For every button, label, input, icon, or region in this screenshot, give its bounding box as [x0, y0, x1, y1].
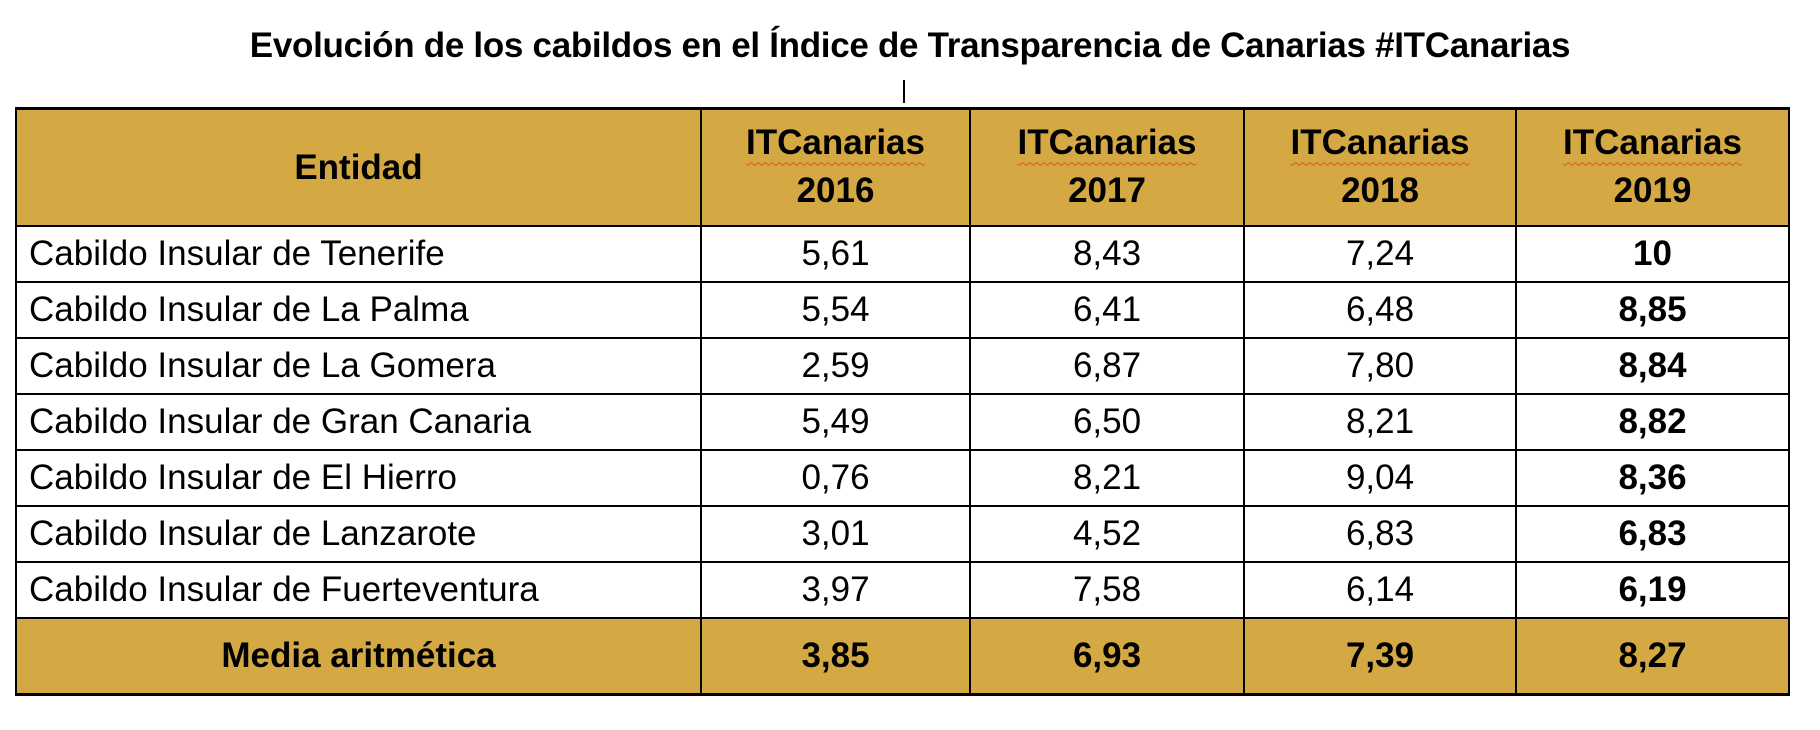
- header-label: ITCanarias: [1563, 122, 1742, 162]
- value-2018: 7,80: [1243, 337, 1517, 395]
- table-row: Cabildo Insular de Fuerteventura 3,97 7,…: [15, 561, 1790, 619]
- entity-cell: Cabildo Insular de Gran Canaria: [15, 393, 702, 451]
- page-title: Evolución de los cabildos en el Índice d…: [249, 26, 1571, 65]
- average-2018: 7,39: [1243, 617, 1517, 696]
- value-2019: 8,82: [1515, 393, 1790, 451]
- value-2019: 10: [1515, 225, 1790, 283]
- entity-cell: Cabildo Insular de La Gomera: [15, 337, 702, 395]
- header-year: 2019: [1613, 170, 1692, 210]
- header-label: Entidad: [294, 147, 423, 187]
- value-2017: 8,43: [969, 225, 1245, 283]
- header-label: ITCanarias: [1290, 122, 1470, 162]
- table-row: Cabildo Insular de La Palma 5,54 6,41 6,…: [15, 281, 1790, 339]
- value-2017: 8,21: [969, 449, 1245, 507]
- entity-cell: Cabildo Insular de La Palma: [15, 281, 702, 339]
- header-2018: ITCanarias 2018: [1243, 107, 1517, 227]
- value-2017: 6,87: [969, 337, 1245, 395]
- entity-cell: Cabildo Insular de El Hierro: [15, 449, 702, 507]
- header-row: Entidad ITCanarias 2016 ITCanarias 2017 …: [15, 107, 1790, 227]
- entity-cell: Cabildo Insular de Fuerteventura: [15, 561, 702, 619]
- value-2016: 5,49: [700, 393, 971, 451]
- value-2018: 8,21: [1243, 393, 1517, 451]
- header-2017: ITCanarias 2017: [969, 107, 1245, 227]
- value-2017: 6,41: [969, 281, 1245, 339]
- header-year: 2016: [796, 170, 875, 210]
- value-2018: 9,04: [1243, 449, 1517, 507]
- value-2016: 3,97: [700, 561, 971, 619]
- value-2016: 0,76: [700, 449, 971, 507]
- header-2016: ITCanarias 2016: [700, 107, 971, 227]
- header-label: ITCanarias: [746, 122, 925, 162]
- value-2018: 6,83: [1243, 505, 1517, 563]
- entity-cell: Cabildo Insular de Lanzarote: [15, 505, 702, 563]
- header-label: ITCanarias: [1017, 122, 1197, 162]
- text-cursor: [903, 80, 905, 103]
- value-2016: 2,59: [700, 337, 971, 395]
- table-row: Cabildo Insular de Gran Canaria 5,49 6,5…: [15, 393, 1790, 451]
- value-2016: 5,61: [700, 225, 971, 283]
- value-2017: 7,58: [969, 561, 1245, 619]
- average-2017: 6,93: [969, 617, 1245, 696]
- header-entidad: Entidad: [15, 107, 702, 227]
- entity-cell: Cabildo Insular de Tenerife: [15, 225, 702, 283]
- table-row: Cabildo Insular de Tenerife 5,61 8,43 7,…: [15, 225, 1790, 283]
- value-2018: 6,48: [1243, 281, 1517, 339]
- value-2019: 8,85: [1515, 281, 1790, 339]
- table-row: Cabildo Insular de Lanzarote 3,01 4,52 6…: [15, 505, 1790, 563]
- value-2016: 3,01: [700, 505, 971, 563]
- header-2019: ITCanarias 2019: [1515, 107, 1790, 227]
- value-2019: 8,36: [1515, 449, 1790, 507]
- header-year: 2017: [1068, 170, 1146, 210]
- value-2019: 8,84: [1515, 337, 1790, 395]
- value-2018: 6,14: [1243, 561, 1517, 619]
- value-2019: 6,19: [1515, 561, 1790, 619]
- value-2018: 7,24: [1243, 225, 1517, 283]
- table-row: Cabildo Insular de La Gomera 2,59 6,87 7…: [15, 337, 1790, 395]
- average-2019: 8,27: [1515, 617, 1790, 696]
- header-year: 2018: [1341, 170, 1419, 210]
- value-2016: 5,54: [700, 281, 971, 339]
- transparency-table: Entidad ITCanarias 2016 ITCanarias 2017 …: [15, 107, 1790, 696]
- value-2017: 6,50: [969, 393, 1245, 451]
- value-2019: 6,83: [1515, 505, 1790, 563]
- average-2016: 3,85: [700, 617, 971, 696]
- table-row: Cabildo Insular de El Hierro 0,76 8,21 9…: [15, 449, 1790, 507]
- value-2017: 4,52: [969, 505, 1245, 563]
- average-row: Media aritmética 3,85 6,93 7,39 8,27: [15, 617, 1790, 696]
- average-label: Media aritmética: [15, 617, 702, 696]
